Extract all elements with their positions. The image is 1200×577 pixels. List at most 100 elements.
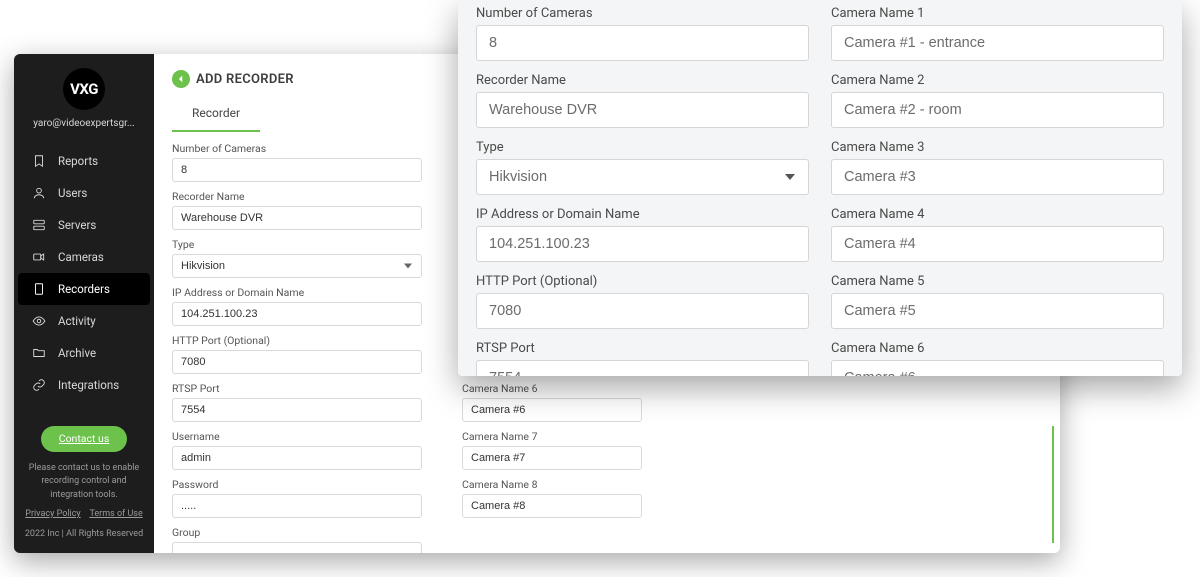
field-label: Camera Name 1 [831, 6, 1164, 21]
overlay-field: IP Address or Domain Name [476, 207, 809, 262]
sidebar-item-label: Integrations [58, 378, 119, 392]
camera-icon [32, 250, 46, 264]
overlay-camera-field: Camera Name 3 [831, 140, 1164, 195]
sidebar-item-users[interactable]: Users [14, 177, 154, 209]
sidebar-item-archive[interactable]: Archive [14, 337, 154, 369]
camera-name-input[interactable] [462, 494, 642, 518]
user-email: yaro@videoexpertsgr... [33, 118, 135, 129]
camera-name-field: Camera Name 6 [462, 382, 642, 422]
overlay-camera-field: Camera Name 1 [831, 6, 1164, 61]
field-label: HTTP Port (Optional) [476, 274, 809, 289]
field-label: Username [172, 430, 422, 443]
camera-name-input[interactable] [462, 446, 642, 470]
field-label: HTTP Port (Optional) [172, 334, 422, 347]
sidebar-item-integrations[interactable]: Integrations [14, 369, 154, 401]
overlay-field: HTTP Port (Optional) [476, 274, 809, 329]
field-label: Camera Name 8 [462, 478, 642, 491]
privacy-link[interactable]: Privacy Policy [25, 509, 80, 519]
back-button[interactable] [172, 70, 190, 88]
text-input[interactable] [476, 25, 809, 61]
sidebar-notice: Please contact us to enable recording co… [24, 462, 144, 503]
field-label: Password [172, 478, 422, 491]
server-icon [32, 218, 46, 232]
sidebar-nav: Reports Users Servers Cameras Recorders … [14, 145, 154, 401]
text-input[interactable] [172, 398, 422, 422]
form-field: RTSP Port [172, 382, 422, 422]
form-column-left: Number of Cameras Recorder Name Type Hikvis… [172, 142, 422, 553]
sidebar-item-label: Servers [58, 218, 96, 232]
copyright: 2022 Inc | All Rights Reserved [24, 528, 144, 542]
sidebar-item-reports[interactable]: Reports [14, 145, 154, 177]
chevron-left-icon [176, 74, 186, 84]
field-label: Camera Name 2 [831, 73, 1164, 88]
text-input[interactable] [172, 302, 422, 326]
sidebar-item-label: Cameras [58, 250, 104, 264]
field-label: Camera Name 7 [462, 430, 642, 443]
terms-link[interactable]: Terms of Use [89, 509, 142, 519]
text-input[interactable] [476, 226, 809, 262]
contact-us-button[interactable]: Contact us [41, 426, 128, 452]
overlay-column-left: Number of CamerasRecorder NameTypeHikvis… [476, 6, 809, 376]
overlay-camera-field: Camera Name 2 [831, 73, 1164, 128]
sidebar-item-label: Activity [58, 314, 96, 328]
form-field: HTTP Port (Optional) [172, 334, 422, 374]
text-input[interactable] [172, 542, 422, 553]
camera-name-input[interactable] [831, 360, 1164, 376]
camera-name-input[interactable] [831, 293, 1164, 329]
page-title: ADD RECORDER [196, 72, 294, 87]
overlay-camera-field: Camera Name 5 [831, 274, 1164, 329]
form-field: Number of Cameras [172, 142, 422, 182]
camera-name-input[interactable] [462, 398, 642, 422]
field-label: Camera Name 4 [831, 207, 1164, 222]
field-label: Camera Name 5 [831, 274, 1164, 289]
tab-recorder[interactable]: Recorder [172, 96, 260, 132]
text-input[interactable] [172, 494, 422, 518]
sidebar-item-label: Reports [58, 154, 98, 168]
recorder-icon [32, 282, 46, 296]
field-label: Recorder Name [172, 190, 422, 203]
sidebar-item-cameras[interactable]: Cameras [14, 241, 154, 273]
field-label: Recorder Name [476, 73, 809, 88]
link-icon [32, 378, 46, 392]
bookmark-icon [32, 154, 46, 168]
field-label: Number of Cameras [476, 6, 809, 21]
text-input[interactable] [172, 350, 422, 374]
overlay-camera-field: Camera Name 4 [831, 207, 1164, 262]
text-input[interactable] [476, 293, 809, 329]
field-label: Type [172, 238, 422, 251]
field-label: IP Address or Domain Name [172, 286, 422, 299]
sidebar-item-activity[interactable]: Activity [14, 305, 154, 337]
text-input[interactable] [172, 158, 422, 182]
sidebar-item-recorders[interactable]: Recorders [18, 273, 150, 305]
form-field: IP Address or Domain Name [172, 286, 422, 326]
overlay-field: Recorder Name [476, 73, 809, 128]
field-label: Camera Name 6 [831, 341, 1164, 356]
type-select[interactable]: Hikvision [172, 254, 422, 278]
camera-name-field: Camera Name 8 [462, 478, 642, 518]
overlay-column-right: Camera Name 1 Camera Name 2 Camera Name 3 C… [831, 6, 1164, 376]
text-input[interactable] [476, 360, 809, 376]
overlay-field: RTSP Port [476, 341, 809, 376]
camera-name-input[interactable] [831, 25, 1164, 61]
camera-name-input[interactable] [831, 92, 1164, 128]
field-label: RTSP Port [172, 382, 422, 395]
folder-icon [32, 346, 46, 360]
sidebar-item-label: Archive [58, 346, 96, 360]
camera-name-field: Camera Name 7 [462, 430, 642, 470]
form-field: Group [172, 526, 422, 553]
text-input[interactable] [172, 206, 422, 230]
text-input[interactable] [172, 446, 422, 470]
eye-icon [32, 314, 46, 328]
form-field: Password [172, 478, 422, 518]
sidebar-item-servers[interactable]: Servers [14, 209, 154, 241]
text-input[interactable] [476, 92, 809, 128]
type-select[interactable]: Hikvision [476, 159, 809, 195]
camera-name-input[interactable] [831, 159, 1164, 195]
field-label: Number of Cameras [172, 142, 422, 155]
field-label: Camera Name 3 [831, 140, 1164, 155]
sidebar-item-label: Recorders [58, 282, 110, 296]
form-field: Type Hikvision [172, 238, 422, 278]
logo: VXG [63, 68, 105, 110]
camera-name-input[interactable] [831, 226, 1164, 262]
sidebar: VXG yaro@videoexpertsgr... Reports Users… [14, 54, 154, 553]
